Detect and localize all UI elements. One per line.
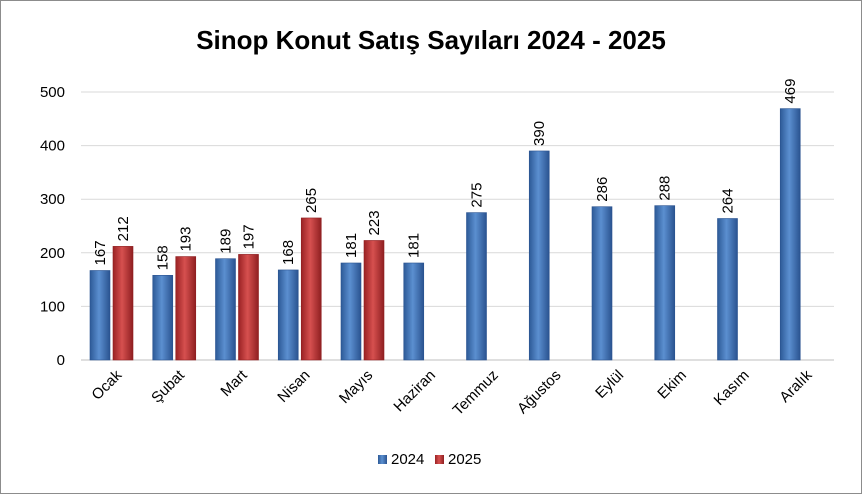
- x-tick-label: Ekim: [654, 367, 690, 403]
- bar-2024: [152, 275, 174, 361]
- x-tick-label: Kasım: [711, 367, 753, 409]
- x-tick-label: Ağustos: [514, 367, 564, 417]
- chart-title: Sinop Konut Satış Sayıları 2024 - 2025: [196, 25, 666, 55]
- bar-2024: [403, 262, 425, 361]
- x-tick-label: Aralık: [776, 366, 815, 405]
- data-label: 275: [469, 183, 486, 208]
- bars: [89, 108, 801, 361]
- bar-2024: [340, 262, 362, 361]
- data-label: 181: [406, 233, 423, 258]
- y-tick-label: 100: [40, 298, 65, 315]
- bar-2024: [717, 218, 738, 361]
- legend-label-2024: 2024: [391, 451, 424, 468]
- bar-2024: [89, 270, 111, 361]
- data-label: 212: [115, 216, 132, 241]
- data-label: 469: [782, 79, 799, 104]
- x-tick-label: Nisan: [274, 367, 313, 406]
- x-tick-label: Mayıs: [336, 367, 376, 407]
- legend: 2024 2025: [378, 451, 481, 468]
- bar-2025: [175, 256, 197, 361]
- bar-2025: [300, 217, 322, 361]
- data-label: 193: [178, 227, 195, 252]
- x-axis-ticks: Ocak Şubat Mart Nisan Mayıs Haziran Temmuz Ağus…: [88, 366, 815, 419]
- bar-2024: [215, 258, 236, 361]
- y-tick-label: 300: [40, 191, 65, 208]
- y-tick-label: 400: [40, 138, 65, 155]
- y-tick-label: 500: [40, 84, 65, 101]
- legend-swatch-2025: [435, 455, 444, 464]
- x-tick-label: Haziran: [390, 367, 439, 416]
- data-label: 265: [303, 188, 320, 213]
- x-tick-label: Temmuz: [450, 367, 502, 419]
- data-label: 158: [155, 245, 172, 270]
- data-label: 288: [657, 176, 674, 201]
- x-tick-label: Eylül: [592, 367, 627, 402]
- data-label: 197: [241, 224, 258, 249]
- bar-2024: [654, 205, 676, 361]
- y-axis-ticks: 0 100 200 300 400 500: [40, 84, 65, 369]
- y-tick-label: 200: [40, 245, 65, 262]
- legend-label-2025: 2025: [448, 451, 481, 468]
- data-label: 223: [366, 210, 383, 235]
- data-label: 286: [594, 177, 611, 202]
- data-label: 168: [280, 240, 297, 265]
- bar-2024: [277, 269, 299, 361]
- x-tick-label: Ocak: [88, 366, 125, 403]
- bar-2024: [528, 150, 550, 361]
- y-tick-label: 0: [57, 352, 65, 369]
- data-label: 264: [720, 188, 737, 213]
- gridlines: [81, 91, 834, 361]
- data-label: 181: [343, 233, 360, 258]
- bar-2024: [591, 206, 613, 361]
- data-label: 189: [218, 229, 235, 254]
- bar-2024: [779, 108, 801, 361]
- data-label: 167: [92, 240, 109, 265]
- bar-2025: [112, 246, 134, 361]
- bar-2025: [363, 240, 385, 361]
- bar-2025: [238, 254, 259, 361]
- legend-swatch-2024: [378, 455, 387, 464]
- data-labels: 167 212 158 193 189 197 168 265 181 223 181 275 390 2…: [92, 79, 799, 271]
- bar-2024: [466, 212, 487, 361]
- x-tick-label: Mart: [217, 366, 251, 400]
- x-tick-label: Şubat: [148, 366, 188, 406]
- data-label: 390: [531, 121, 548, 146]
